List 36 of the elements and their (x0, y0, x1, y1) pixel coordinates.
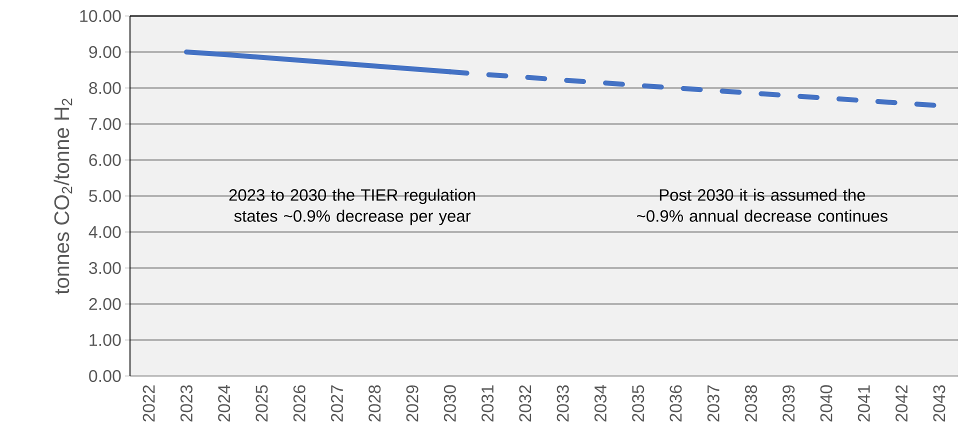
x-tick-label: 2029 (406, 385, 418, 422)
x-tick-label: 2043 (933, 385, 946, 422)
x-tick-label: 2027 (330, 385, 344, 422)
x-tick-label: 2039 (782, 385, 795, 422)
x-tick-label: 2025 (256, 385, 268, 422)
x-tick-label: 2041 (858, 385, 870, 422)
x-tick-label: 2038 (744, 385, 758, 422)
x-tick-label: 2032 (519, 385, 532, 422)
y-tick-label: 10.00 (80, 10, 121, 22)
annotation: Post 2030 it is assumed the ~0.9% annual decrease continues (637, 188, 888, 222)
x-tick-label: 2022 (142, 385, 155, 422)
x-tick-label: 2026 (293, 385, 306, 422)
x-tick-label: 2024 (218, 385, 230, 422)
x-tick-label: 2028 (368, 385, 381, 422)
x-tick-label: 2030 (444, 385, 456, 422)
y-tick-label: 8.00 (89, 82, 121, 94)
y-tick-label: 0.00 (89, 370, 121, 382)
x-tick-label: 2035 (632, 385, 644, 422)
y-tick-label: 1.00 (90, 334, 121, 346)
x-tick-label: 2037 (707, 385, 720, 422)
y-tick-label: 4.00 (88, 226, 121, 238)
y-tick-label: 9.00 (89, 46, 121, 58)
annotation: 2023 to 2030 the TIER regulation states ~0.9% decrease per year (229, 188, 476, 226)
x-tick-label: 2033 (556, 385, 569, 422)
x-tick-label: 2023 (180, 385, 192, 422)
y-tick-label: 3.00 (89, 262, 121, 274)
x-tick-label: 2042 (896, 385, 908, 422)
y-tick-label: 6.00 (89, 154, 121, 166)
y-tick-label: 5.00 (89, 190, 121, 202)
x-tick-label: 2031 (482, 385, 494, 422)
y-tick-label: 7.00 (89, 118, 121, 130)
x-tick-label: 2034 (594, 385, 606, 422)
y-axis-title: tonnes CO$_{2}$/tonne H$_{2}$ (54, 98, 72, 294)
y-tick-label: 2.00 (89, 298, 121, 310)
x-tick-label: 2040 (820, 385, 832, 422)
x-tick-label: 2036 (670, 385, 682, 422)
